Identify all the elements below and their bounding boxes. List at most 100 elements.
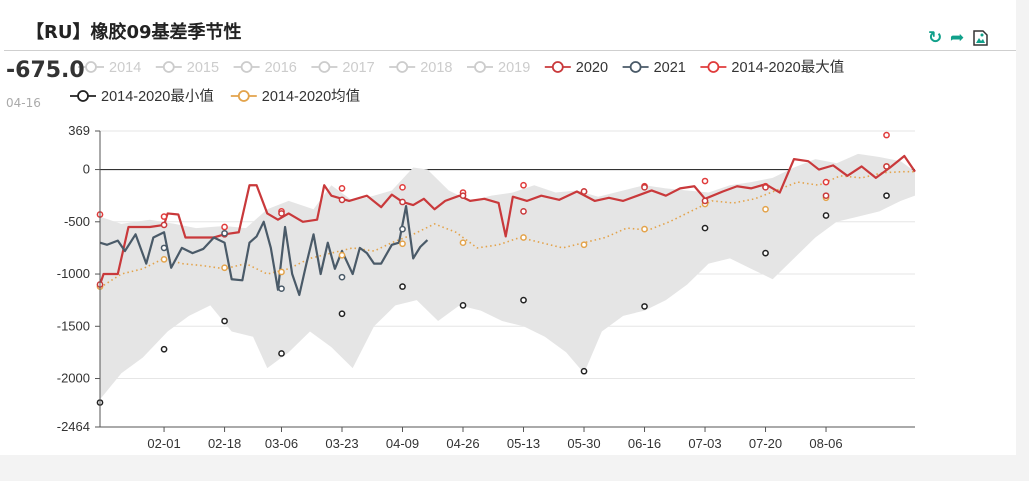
legend-label: 2014 <box>109 60 141 76</box>
data-point <box>580 188 588 195</box>
data-point <box>459 239 467 247</box>
x-tick-label: 03-23 <box>325 436 358 451</box>
data-point <box>701 197 709 205</box>
current-value-readout: -675.0 <box>6 58 85 83</box>
legend-item[interactable]: 2021 <box>622 60 686 76</box>
data-point <box>278 210 285 217</box>
data-point <box>160 244 168 252</box>
x-tick-label: 07-03 <box>688 436 721 451</box>
legend-marker <box>551 61 564 73</box>
data-point <box>221 317 228 325</box>
share-icon[interactable]: ➦ <box>950 28 965 48</box>
legend-label: 2021 <box>654 60 686 76</box>
x-tick-label: 07-20 <box>749 436 782 451</box>
x-tick-label: 02-18 <box>208 436 241 451</box>
data-point <box>221 264 228 272</box>
data-point <box>701 177 709 185</box>
legend-marker <box>707 61 720 73</box>
data-point <box>221 229 228 237</box>
data-point <box>338 185 346 192</box>
legend-item[interactable]: 2019 <box>467 60 530 76</box>
data-point <box>160 221 168 229</box>
chart-title: 【RU】橡胶09基差季节性 <box>26 22 242 43</box>
series-line <box>99 205 429 297</box>
legend-label: 2014-2020均值 <box>262 88 360 105</box>
data-point <box>338 310 346 318</box>
data-point <box>399 283 406 290</box>
data-point <box>520 181 527 189</box>
legend-label: 2016 <box>265 60 297 76</box>
title-divider <box>4 50 1016 51</box>
legend-marker <box>237 90 250 102</box>
data-point <box>520 296 527 304</box>
data-point <box>883 192 890 200</box>
y-tick-label: 369 <box>68 123 90 138</box>
data-point <box>160 256 168 263</box>
legend-item[interactable]: 2014-2020最小值 <box>70 88 214 105</box>
data-point <box>160 345 168 353</box>
legend-marker <box>629 61 642 73</box>
range-band <box>100 153 915 400</box>
legend-marker <box>396 61 409 73</box>
legend-item[interactable]: 2016 <box>233 60 297 76</box>
data-point <box>580 241 588 249</box>
data-point <box>641 183 648 191</box>
data-point <box>399 225 406 233</box>
data-point <box>520 234 527 241</box>
data-point <box>580 367 588 375</box>
x-tick-label: 06-16 <box>628 436 661 451</box>
x-tick-label: 05-13 <box>507 436 540 451</box>
legend-item[interactable]: 2020 <box>544 60 608 76</box>
legend-item[interactable]: 2014-2020均值 <box>230 88 360 105</box>
y-tick-label: -2000 <box>57 371 90 386</box>
legend-marker <box>77 90 89 102</box>
data-point <box>160 213 168 220</box>
legend-label: 2014-2020最小值 <box>101 88 214 105</box>
legend-marker <box>162 61 175 73</box>
current-date-readout: 04-16 <box>6 96 41 110</box>
y-tick-label: -2464 <box>57 419 90 434</box>
legend-label: 2018 <box>420 60 452 76</box>
y-tick-label: -1500 <box>57 318 90 333</box>
data-point <box>883 163 890 170</box>
legend-label: 2015 <box>187 60 219 76</box>
data-point <box>338 251 346 259</box>
data-point <box>822 178 830 186</box>
x-tick-label: 03-06 <box>265 436 298 451</box>
y-tick-label: 0 <box>83 162 90 177</box>
legend-label: 2019 <box>498 60 530 76</box>
x-tick-label: 04-09 <box>386 436 419 451</box>
legend-marker <box>85 61 97 73</box>
data-point <box>520 207 527 215</box>
series-line <box>99 170 915 289</box>
refresh-icon[interactable]: ↻ <box>928 28 943 48</box>
legend-marker <box>318 61 331 73</box>
legend-item[interactable]: 2014-2020最大值 <box>700 59 844 76</box>
data-point <box>338 273 346 281</box>
data-point <box>278 285 285 293</box>
legend-marker <box>474 61 486 73</box>
x-tick-label: 02-01 <box>147 436 180 451</box>
legend-item[interactable]: 2015 <box>155 60 219 76</box>
legend-marker <box>240 61 253 73</box>
data-point <box>399 183 406 191</box>
data-point <box>399 198 406 206</box>
legend-label: 2014-2020最大值 <box>731 59 844 76</box>
data-point <box>762 205 769 213</box>
series-line <box>98 154 916 285</box>
legend-item[interactable]: 2018 <box>389 60 452 76</box>
y-tick-label: -1000 <box>57 266 90 281</box>
legend-item[interactable]: 2014 <box>78 60 141 76</box>
data-point <box>459 192 467 200</box>
data-point <box>338 196 346 204</box>
data-point <box>399 240 406 248</box>
legend-item[interactable]: 2017 <box>311 60 375 76</box>
data-point <box>278 350 285 357</box>
data-point <box>762 183 769 191</box>
x-tick-label: 08-06 <box>809 436 842 451</box>
data-point <box>822 192 830 200</box>
data-point <box>762 249 769 257</box>
data-point <box>883 131 890 139</box>
save-image-icon[interactable] <box>973 30 988 51</box>
